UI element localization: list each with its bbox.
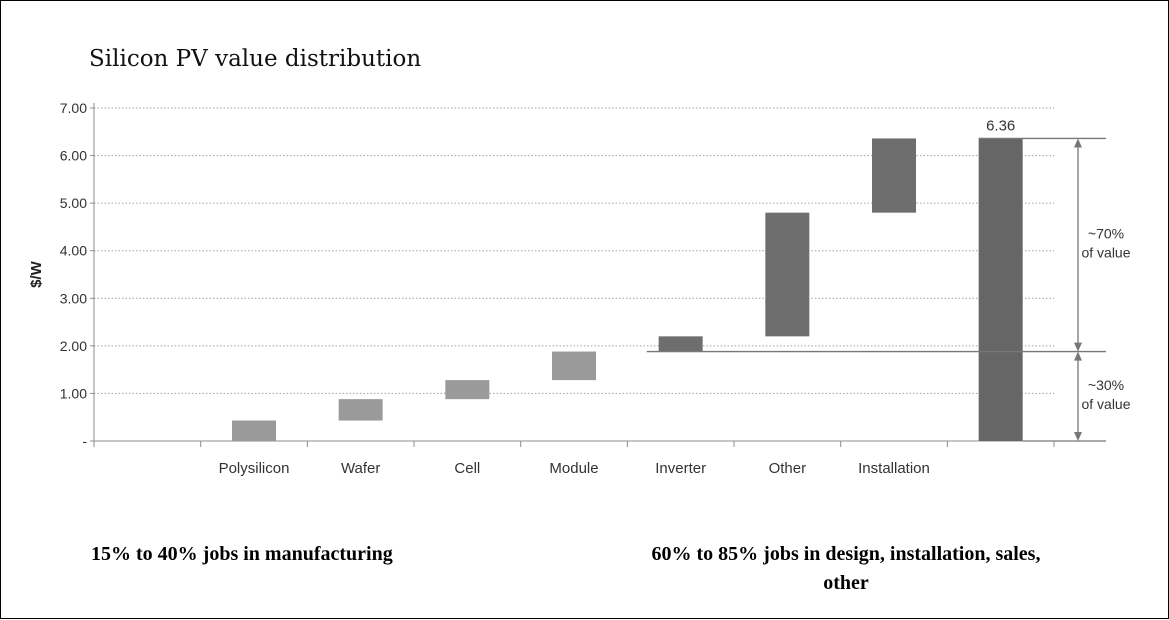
y-tick-label-zero: - xyxy=(82,433,87,449)
bars: 6.36 xyxy=(232,117,1023,441)
y-axis-ticks: - 1.00 2.00 3.00 4.00 5.00 6.00 7.00 xyxy=(60,100,94,449)
x-label-wafer: Wafer xyxy=(341,460,380,477)
downstream-jobs-caption-line1: 60% to 85% jobs in design, installation,… xyxy=(651,543,1041,565)
y-tick-label-6-00: 6.00 xyxy=(60,148,87,164)
x-label-module: Module xyxy=(549,460,598,477)
x-label-cell: Cell xyxy=(454,460,480,477)
bar-installation xyxy=(872,138,916,213)
bar-cell xyxy=(445,380,490,400)
annotations: ~70% of value ~30% of value xyxy=(646,137,1131,442)
manufacturing-jobs-caption: 15% to 40% jobs in manufacturing xyxy=(91,543,393,565)
upper-share-label-line1: ~70% xyxy=(1088,226,1124,242)
arrow-head-up xyxy=(1074,138,1082,148)
gridlines xyxy=(94,107,1054,394)
arrow-head-down xyxy=(1074,432,1082,441)
bar-other xyxy=(765,212,810,337)
lower-share-label-line2: of value xyxy=(1081,396,1130,412)
y-tick-label-4-00: 4.00 xyxy=(60,243,87,259)
arrow-head-down xyxy=(1074,342,1082,352)
lower-share-arrow xyxy=(1074,351,1082,441)
upper-share-arrow xyxy=(1074,138,1082,352)
x-label-other: Other xyxy=(769,460,807,477)
bar-wafer xyxy=(338,399,383,421)
lower-share-label-line1: ~30% xyxy=(1088,377,1124,393)
total-value-label: 6.36 xyxy=(986,117,1015,134)
upper-share-label-line2: of value xyxy=(1081,245,1130,261)
bar-polysilicon xyxy=(232,420,276,441)
x-label-installation: Installation xyxy=(858,460,930,477)
downstream-jobs-caption-line2: other xyxy=(823,572,869,594)
y-tick-label-3-00: 3.00 xyxy=(60,290,87,306)
downstream-jobs-caption: 60% to 85% jobs in design, installation,… xyxy=(576,540,1116,598)
x-label-polysilicon: Polysilicon xyxy=(219,460,290,477)
y-tick-label-1-00: 1.00 xyxy=(60,385,87,401)
bar-module xyxy=(552,351,596,381)
y-tick-label-7-00: 7.00 xyxy=(60,100,87,116)
y-tick-label-2-00: 2.00 xyxy=(60,338,87,354)
arrow-head-up xyxy=(1074,351,1082,361)
chart-title: Silicon PV value distribution xyxy=(89,46,422,72)
x-label-inverter: Inverter xyxy=(655,460,706,477)
bar-inverter xyxy=(658,336,703,352)
x-axis-labels: Polysilicon Wafer Cell Module Inverter Other I… xyxy=(219,460,930,477)
y-tick-label-5-00: 5.00 xyxy=(60,195,87,211)
bar-total xyxy=(978,138,1023,441)
y-axis-label: $/W xyxy=(28,260,45,288)
